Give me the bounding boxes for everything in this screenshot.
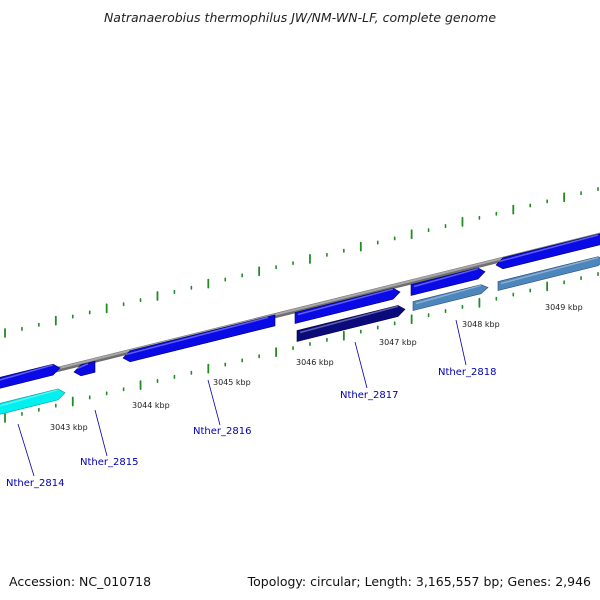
cds-arrow-nther-2815 (73, 360, 96, 377)
accession-label: Accession: NC_010718 (9, 574, 152, 589)
kbp-label: 3047 kbp (379, 338, 417, 347)
cds-arrow-forward (410, 267, 486, 296)
gene-label-nther-2816: Nther_2816 (193, 426, 251, 437)
cds-arrow-nther-2816 (122, 314, 276, 363)
outer-tick-ring (4, 187, 599, 338)
kbp-label: 3046 kbp (296, 358, 334, 367)
kbp-label: 3044 kbp (132, 401, 170, 410)
cds-arrow-forward (294, 287, 401, 324)
gene-label-nther-2817: Nther_2817 (340, 390, 398, 401)
gene-label-nther-2815: Nther_2815 (80, 457, 138, 468)
cds-arrow-nther-2817 (296, 305, 406, 342)
genome-stats-label: Topology: circular; Length: 3,165,557 bp… (247, 574, 591, 589)
cds-arrow-forward-highlight (297, 288, 394, 316)
inner-tick-ring (4, 272, 599, 423)
cds-track (0, 233, 600, 415)
cds-arrow-forward-highlight (498, 234, 599, 263)
cds-arrow-forward (495, 233, 600, 270)
cds-arrow-forward (0, 363, 61, 389)
kbp-label: 3045 kbp (213, 378, 251, 387)
cds-arrow-nther-2816-highlight (125, 316, 269, 356)
cds-arrow-nther-2814-highlight (0, 388, 59, 407)
cds-arrow-nther-2817-highlight (299, 305, 399, 334)
cds-arrow-nther-2814 (0, 388, 66, 415)
cds-arrow-lightblue (497, 256, 600, 291)
gene-leader-line (94, 409, 108, 457)
gene-leader-line (17, 423, 35, 477)
gene-label-nther-2818: Nther_2818 (438, 367, 496, 378)
kbp-label: 3049 kbp (545, 303, 583, 312)
cds-arrow-lightblue-highlight (500, 256, 599, 285)
kbp-label: 3048 kbp (462, 320, 500, 329)
cds-arrow-forward-highlight (0, 364, 54, 381)
gene-leader-line (455, 319, 467, 366)
gene-labels: Nther_2814 Nther_2815 Nther_2816 Nther_2817… (6, 319, 496, 489)
map-title: Natranaerobius thermophilus JW/NM-WN-LF,… (103, 10, 497, 25)
kbp-label: 3043 kbp (50, 423, 88, 432)
cds-arrow-nther-2818 (412, 284, 489, 311)
kbp-labels: 3043 kbp 3044 kbp 3045 kbp 3046 kbp 3047 kbp… (50, 303, 583, 432)
cds-arrow-nther-2815-highlight (76, 363, 89, 370)
gene-leader-line (354, 341, 368, 389)
cds-arrow-nther-2818-highlight (415, 284, 482, 305)
gene-label-nther-2814: Nther_2814 (6, 478, 64, 489)
gene-leader-line (207, 379, 221, 426)
cds-arrow-forward-highlight (413, 267, 479, 288)
